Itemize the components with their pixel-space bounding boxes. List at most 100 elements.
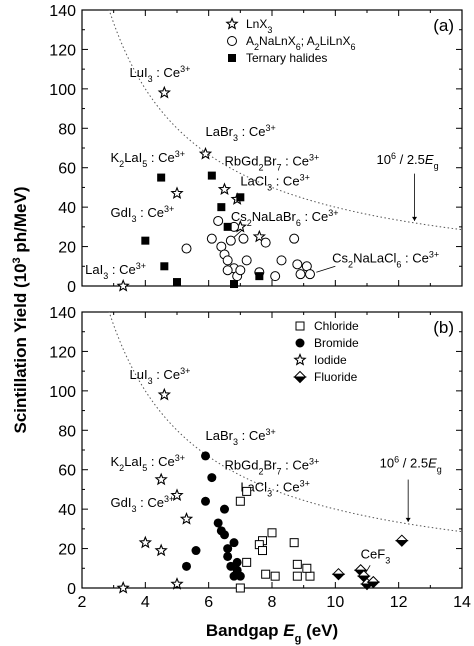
y-tick-label: 140 <box>49 305 76 322</box>
data-point <box>220 504 229 514</box>
panel-label: (b) <box>433 318 454 337</box>
compound-annotation: RbGd2Br7 : Ce3+ <box>225 153 320 173</box>
data-point <box>241 255 252 266</box>
data-point <box>260 237 271 248</box>
x-tick-label: 2 <box>78 594 87 611</box>
legend-label: Iodide <box>314 353 347 367</box>
data-point <box>191 546 201 556</box>
data-point <box>182 561 191 571</box>
compound-annotation: CeF3 <box>361 546 391 565</box>
legend-marker <box>295 321 305 331</box>
data-point <box>289 538 299 548</box>
legend-label: Fluoride <box>314 370 358 384</box>
data-point <box>116 279 130 292</box>
series-0 <box>235 486 315 593</box>
compound-annotation: K2LaI5 : Ce3+ <box>111 453 186 473</box>
compound-annotation: LaBr3 : Ce3+ <box>206 123 276 143</box>
data-point <box>229 538 239 548</box>
y-tick-label: 140 <box>49 3 76 20</box>
compound-annotation: LuI3 : Ce3+ <box>130 366 191 386</box>
data-point <box>305 571 315 581</box>
data-point <box>302 563 312 573</box>
legend-label: A2NaLnX6; A2LiLnX6 <box>246 34 356 52</box>
y-tick-label: 20 <box>58 542 76 559</box>
compound-annotation: Cs2NaLaCl6 : Ce3+ <box>332 249 439 269</box>
y-tick-label: 100 <box>49 82 76 99</box>
legend-label: Bromide <box>314 336 359 350</box>
x-tick-label: 6 <box>204 594 213 611</box>
compound-annotation: LaI3 : Ce3+ <box>85 261 146 281</box>
y-tick-label: 40 <box>58 502 76 519</box>
y-tick-label: 120 <box>49 42 76 59</box>
legend-marker <box>225 17 239 30</box>
y-tick-label: 20 <box>58 240 76 257</box>
panel-label: (a) <box>433 16 454 35</box>
series-2 <box>116 387 194 594</box>
y-tick-label: 40 <box>58 200 76 217</box>
data-point <box>116 581 130 594</box>
data-point <box>170 488 184 501</box>
y-tick-label: 100 <box>49 384 76 401</box>
data-point <box>270 571 280 581</box>
data-point <box>160 262 169 271</box>
theoretical-limit-curve <box>108 10 462 231</box>
legend-label: Ternary halides <box>246 51 327 65</box>
x-axis-title: Bandgap Eg (eV) <box>206 621 338 645</box>
data-point <box>154 472 168 486</box>
annotation-arrow <box>365 565 371 574</box>
data-point <box>292 571 302 581</box>
data-point <box>366 575 381 589</box>
theoretical-limit-curve <box>108 312 462 533</box>
x-tick-label: 14 <box>453 594 471 611</box>
data-point <box>222 265 233 276</box>
data-point <box>235 496 245 506</box>
data-point <box>292 259 303 270</box>
data-point <box>223 222 232 231</box>
data-point <box>223 544 233 554</box>
y-tick-label: 0 <box>67 581 76 598</box>
data-point <box>181 243 192 254</box>
compound-annotation: RbGd2Br7 : Ce3+ <box>225 457 320 477</box>
legend-label: LnX3 <box>246 17 272 35</box>
curve-label: 106 / 2.5Eg <box>377 151 439 171</box>
plot-frame <box>81 311 463 589</box>
data-point <box>157 173 166 182</box>
legend: Chloride Bromide Iodide Fluoride <box>293 319 359 384</box>
data-point <box>170 186 184 199</box>
data-point <box>235 265 246 276</box>
data-point <box>242 557 252 567</box>
data-point <box>230 280 238 289</box>
data-point <box>258 546 267 556</box>
y-tick-label: 120 <box>49 344 76 361</box>
data-point <box>173 278 181 287</box>
legend-marker <box>293 370 307 384</box>
legend-label: Chloride <box>314 319 359 333</box>
data-point <box>305 269 315 280</box>
y-tick-label: 60 <box>58 463 76 480</box>
data-point <box>276 255 287 266</box>
curve-arrowhead <box>412 216 417 221</box>
data-point <box>201 496 210 506</box>
data-point <box>331 567 346 581</box>
compound-annotation: GdI3 : Ce3+ <box>111 494 175 514</box>
data-point <box>157 387 171 401</box>
compound-annotation: GdI3 : Ce3+ <box>111 204 175 224</box>
data-point <box>252 229 266 243</box>
y-tick-label: 60 <box>58 161 76 178</box>
x-tick-label: 10 <box>326 594 344 611</box>
data-point <box>270 271 281 282</box>
data-point <box>138 535 152 549</box>
y-tick-label: 80 <box>58 423 76 440</box>
panel-a: 0 20 40 60 80 100 120 140 106 / 2.5Eg (a) LuI3 : C… <box>49 3 463 296</box>
x-tick-label: 4 <box>141 594 150 611</box>
y-axis-title: Scintillation Yield (103 ph/MeV) <box>11 186 30 433</box>
data-point <box>207 171 216 180</box>
annotation-arrow <box>316 265 336 273</box>
data-point <box>157 85 171 99</box>
data-point <box>217 203 226 212</box>
y-tick-label: 0 <box>67 279 76 296</box>
data-point <box>238 233 249 244</box>
